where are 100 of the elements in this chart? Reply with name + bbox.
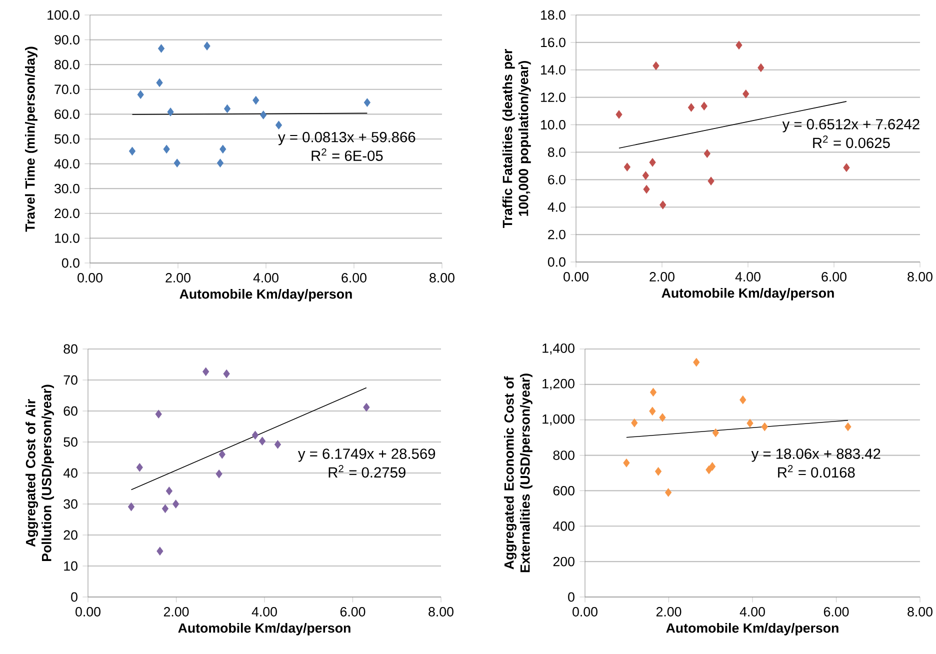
y-tick-label: 18.0 [541,10,566,20]
point [700,102,708,110]
y-tick-label: 0.0 [548,257,566,267]
y-axis-title: Aggregated Economic Cost of Externalities (USD/person/year) [504,374,532,572]
y-tick-label: 200 [553,556,574,566]
point [655,467,662,476]
x-tick-label: 6.00 [340,607,366,616]
point [363,403,370,412]
point [259,436,266,446]
point [631,418,638,428]
y-tick-label: 12.0 [541,92,566,102]
y-tick-label: 800 [553,450,574,460]
point [643,185,650,194]
y-tick-label: 6.0 [548,174,566,184]
y-tick-label: 400 [553,521,574,531]
y-axis-title: Aggregated Cost of Air Pollution (USD/person/year) [26,384,54,561]
point [624,162,630,172]
y-tick-label: 50 [64,437,78,447]
y-tick-label: 60 [64,406,78,416]
point [260,110,267,120]
point [706,466,712,474]
x-tick-label: 8.00 [430,273,454,282]
y-tick-label: 0 [71,592,78,602]
point [163,144,170,154]
point [843,163,850,172]
point [172,500,180,508]
x-tick-label: 0.00 [78,273,102,282]
y-tick-label: 10.0 [55,233,80,243]
point [652,62,660,70]
point [158,44,165,53]
point [708,176,714,186]
x-tick-label: 4.00 [253,273,278,282]
x-tick-label: 2.00 [164,607,189,616]
point [128,146,136,156]
point [218,450,226,459]
x-tick-label: 0.00 [564,272,588,282]
y-tick-label: 30.0 [54,184,80,194]
point [660,200,666,210]
y-tick-label: 80.0 [54,60,80,70]
y-tick-label: 30 [64,499,78,509]
point [162,504,168,513]
point [736,40,742,50]
point [740,396,746,404]
point [649,406,656,416]
y-tick-label: 1,200 [542,378,574,390]
annotation: R$^{2}$ = 0.0168 [778,464,855,478]
x-axis-title: Automobile Km/day/person [180,288,352,302]
y-axis-title: Travel Time (min/person/day) [25,46,38,232]
y-tick-label: 20 [64,530,78,540]
point [693,358,700,367]
x-tick-label: 0.00 [76,607,100,616]
point [844,422,852,432]
point [642,171,649,180]
point [202,367,210,376]
point [274,440,282,449]
y-tick-label: 50.0 [54,134,80,144]
point [709,462,716,471]
x-tick-label: 4.00 [740,607,765,616]
point [623,458,630,468]
point [137,90,144,99]
y-tick-label: 20.0 [54,208,80,218]
x-tick-label: 2.00 [166,273,190,282]
point [649,158,656,167]
x-tick-label: 8.00 [428,607,454,616]
y-tick-label: 100.0 [48,10,80,20]
point [761,422,768,432]
x-tick-label: 4.00 [735,272,760,282]
y-tick-label: 70 [64,375,78,385]
y-tick-label: 40.0 [54,159,80,169]
point [704,149,710,158]
annotation: R$^{2}$ = 0.0625 [813,135,890,148]
point [758,63,764,72]
annotation: y = 18.06x + 883.42 [751,448,880,462]
point [174,158,180,168]
y-tick-label: 40 [63,468,78,478]
x-tick-label: 6.00 [342,273,366,282]
y-tick-label: 0.0 [62,258,80,268]
point [155,410,162,418]
point [204,42,210,50]
annotation: R$^{2}$ = 0.2759 [328,464,406,478]
point [252,96,260,105]
point [650,388,657,396]
x-tick-label: 6.00 [822,272,846,282]
point [252,430,259,440]
point [224,104,231,114]
point [275,120,282,130]
point [223,370,230,378]
point [128,502,135,512]
x-axis-title: Automobile Km/day/person [662,288,834,300]
annotation: y = 0.0813x + 59.866 [278,132,416,146]
y-tick-label: 2.0 [548,230,566,240]
y-tick-label: 8.0 [548,148,566,157]
y-tick-label: 10.0 [541,120,566,130]
point [746,418,754,428]
point [659,413,666,422]
point [136,463,143,472]
x-tick-label: 0.00 [572,607,598,616]
annotation: y = 0.6512x + 7.6242 [782,119,920,132]
x-tick-label: 6.00 [824,607,849,616]
point [742,90,750,98]
